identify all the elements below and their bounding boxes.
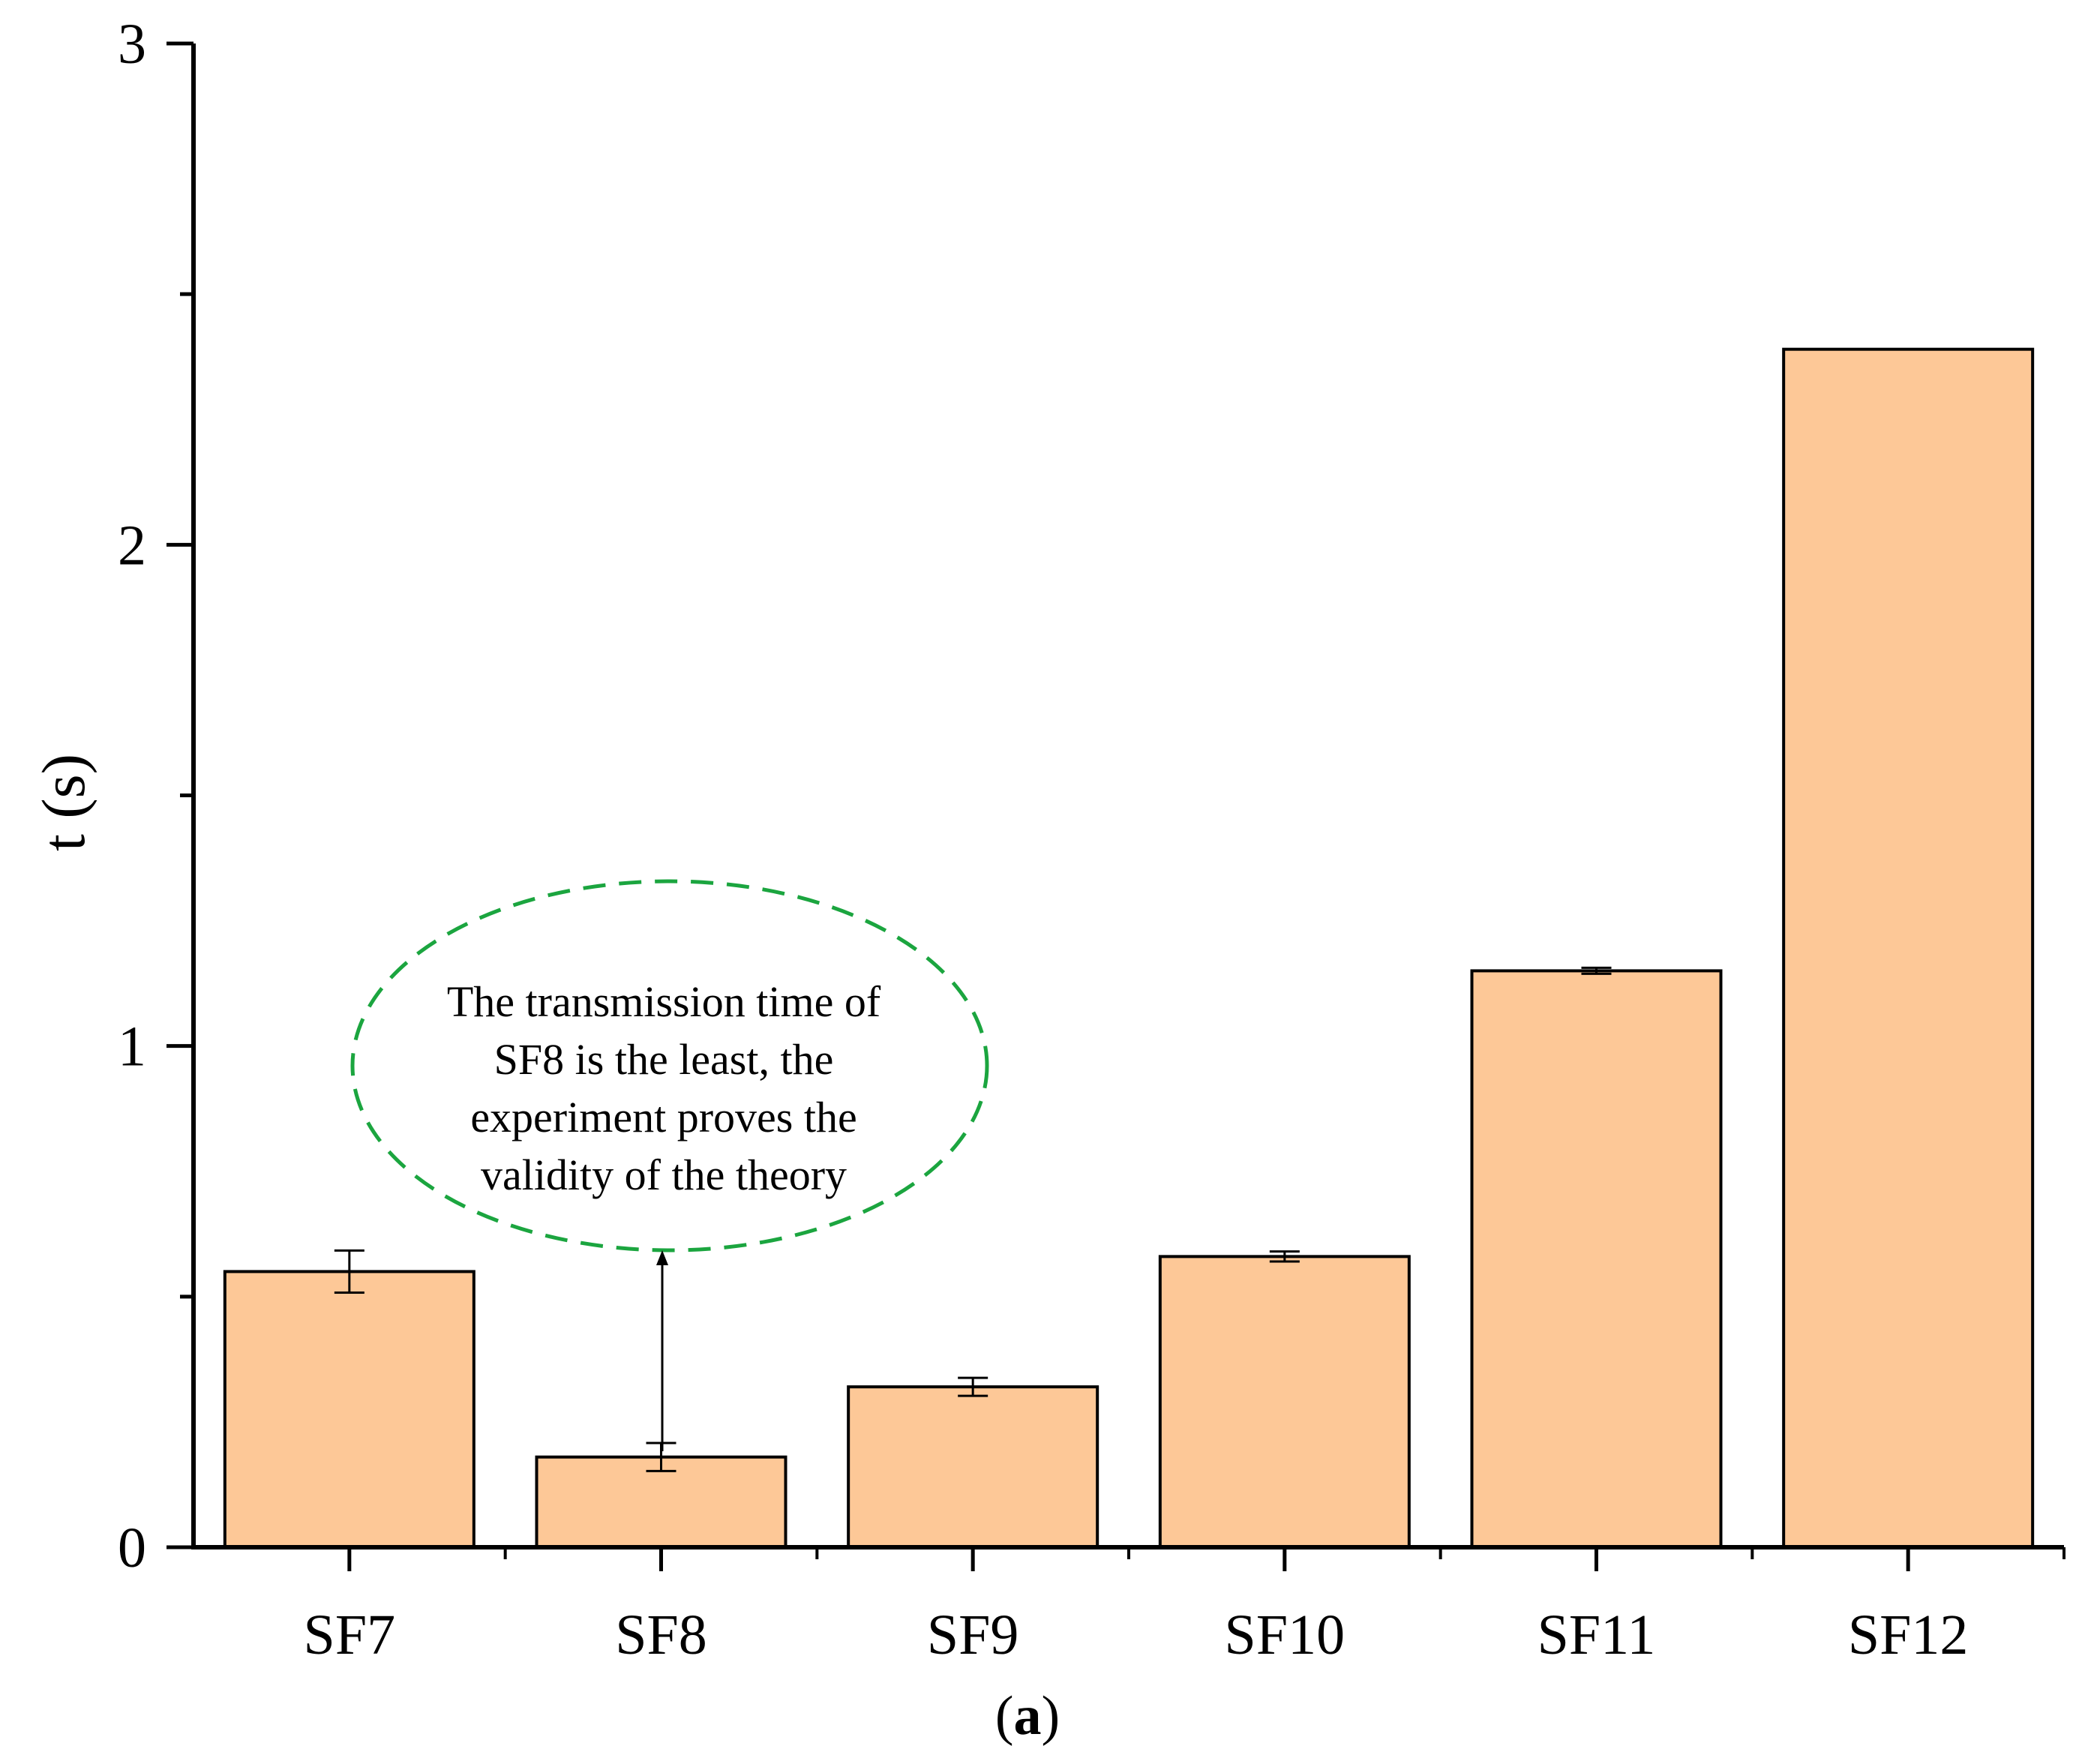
bar-sf11 [1470, 969, 1723, 1549]
bar-sf7 [223, 1270, 476, 1549]
annotation-line-3: experiment proves the [470, 1093, 856, 1142]
y-ticks-group: 0 1 2 3 [118, 13, 194, 1580]
annotation: The transmission time of SF8 is the leas… [350, 879, 989, 1451]
annotation-line-2: SF8 is the least, the [494, 1035, 834, 1084]
error-bars-group [334, 966, 1612, 1472]
bar-sf9 [847, 1385, 1100, 1549]
x-tick-label-sf7: SF7 [304, 1604, 396, 1666]
bar-sf12 [1782, 347, 2035, 1549]
panel-label: (a) [995, 1685, 1060, 1747]
x-tick-label-sf8: SF8 [615, 1604, 707, 1666]
annotation-arrowhead [656, 1250, 668, 1265]
annotation-ellipse [350, 879, 989, 1252]
panel-label-open: ( [995, 1685, 1014, 1747]
y-axis-title: t (s) [29, 754, 98, 851]
bar-sf10 [1158, 1255, 1411, 1550]
panel-label-close: ) [1042, 1685, 1060, 1747]
x-ticks-group: SF7 SF8 SF9 SF10 SF11 SF12 [304, 1547, 2066, 1666]
y-tick-label-1: 1 [118, 1016, 146, 1078]
y-tick-label-3: 3 [118, 13, 146, 76]
y-tick-label-0: 0 [118, 1516, 146, 1580]
x-tick-label-sf12: SF12 [1848, 1604, 1969, 1666]
x-tick-label-sf9: SF9 [927, 1604, 1019, 1666]
annotation-line-4: validity of the theory [481, 1150, 847, 1199]
bars-group [223, 347, 2035, 1550]
x-tick-label-sf10: SF10 [1225, 1604, 1346, 1666]
x-tick-label-sf11: SF11 [1538, 1604, 1656, 1666]
y-tick-label-2: 2 [118, 514, 146, 577]
annotation-line-1: The transmission time of [447, 977, 881, 1026]
panel-label-letter: a [1014, 1685, 1042, 1747]
